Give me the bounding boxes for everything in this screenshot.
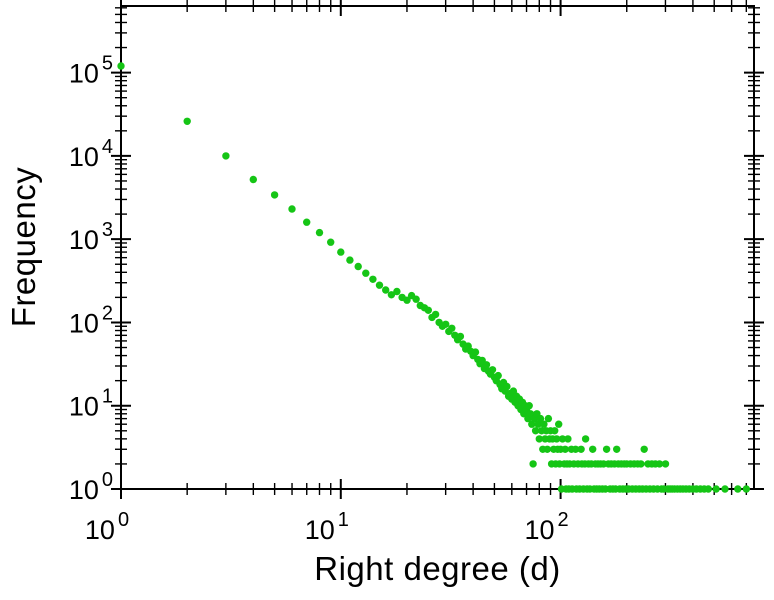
data-point: [482, 361, 491, 369]
data-point: [536, 414, 545, 423]
data-point: [589, 445, 597, 453]
data-point: [577, 445, 585, 453]
data-point: [412, 295, 420, 303]
data-point: [382, 286, 390, 294]
data-point: [503, 382, 511, 391]
data-point: [456, 332, 465, 341]
data-point: [721, 485, 729, 493]
data-point: [734, 485, 742, 493]
data-point: [448, 324, 456, 332]
tick-label: 10 2: [69, 302, 113, 338]
data-point: [315, 228, 324, 237]
data-point: [431, 310, 440, 319]
data-point: [551, 427, 559, 435]
data-point: [337, 248, 345, 256]
data-point: [561, 445, 569, 453]
data-point: [375, 281, 384, 289]
data-point: [369, 275, 377, 283]
data-point: [117, 62, 125, 70]
data-point: [555, 420, 563, 428]
data-point: [637, 460, 645, 468]
data-point: [529, 460, 537, 468]
data-point: [661, 460, 670, 468]
y-axis-title: Frequency: [5, 166, 42, 328]
data-point: [303, 218, 311, 226]
data-point: [581, 435, 590, 443]
data-point: [535, 435, 543, 443]
data-point: [494, 371, 502, 380]
data-point: [602, 445, 611, 453]
tick-label: 10 1: [69, 386, 113, 422]
data-point: [655, 460, 664, 468]
data-point: [362, 269, 370, 277]
data-point: [704, 485, 712, 493]
tick-labels: 10 0 10 1 10 2 10 0 10 1 10 2 10 3 10 4 10 5: [69, 53, 569, 545]
plot-frame-group: [120, 5, 755, 490]
data-point: [525, 402, 533, 410]
data-point: [288, 205, 296, 213]
data-point: [531, 427, 540, 435]
data-point: [387, 291, 396, 299]
tick-label: 10 2: [524, 509, 568, 545]
data-point: [558, 435, 567, 443]
data-point: [553, 435, 561, 443]
data-point: [564, 435, 572, 443]
plot-frame: [120, 5, 755, 490]
data-point: [544, 414, 553, 423]
tick-label: 10 0: [69, 469, 113, 505]
data-point: [442, 320, 450, 328]
data-point: [183, 117, 191, 126]
tick-label: 10 1: [305, 509, 349, 545]
data-point: [403, 296, 411, 304]
data-point: [543, 445, 551, 453]
axis-ticks: [111, 0, 764, 499]
tick-label: 10 3: [69, 219, 113, 255]
data-point: [712, 485, 720, 493]
data-point: [528, 420, 536, 428]
data-point: [488, 366, 497, 374]
data-point: [742, 485, 750, 493]
data-point: [424, 306, 432, 314]
data-point: [540, 420, 548, 428]
x-axis-title: Right degree (d): [314, 550, 561, 587]
data-point: [270, 191, 279, 199]
tick-label: 10 4: [69, 136, 113, 172]
data-point: [471, 348, 480, 356]
data-point: [222, 152, 230, 160]
data-point: [534, 420, 542, 428]
data-point: [640, 445, 648, 453]
data-point: [249, 175, 257, 184]
data-point: [327, 238, 335, 246]
data-point: [571, 445, 580, 453]
tick-label: 10 0: [85, 509, 129, 545]
data-point: [354, 262, 362, 271]
data-point: [346, 256, 354, 264]
data-point: [613, 445, 621, 453]
data-points: [117, 62, 750, 493]
data-point: [393, 287, 401, 296]
tick-label: 10 5: [69, 53, 113, 89]
